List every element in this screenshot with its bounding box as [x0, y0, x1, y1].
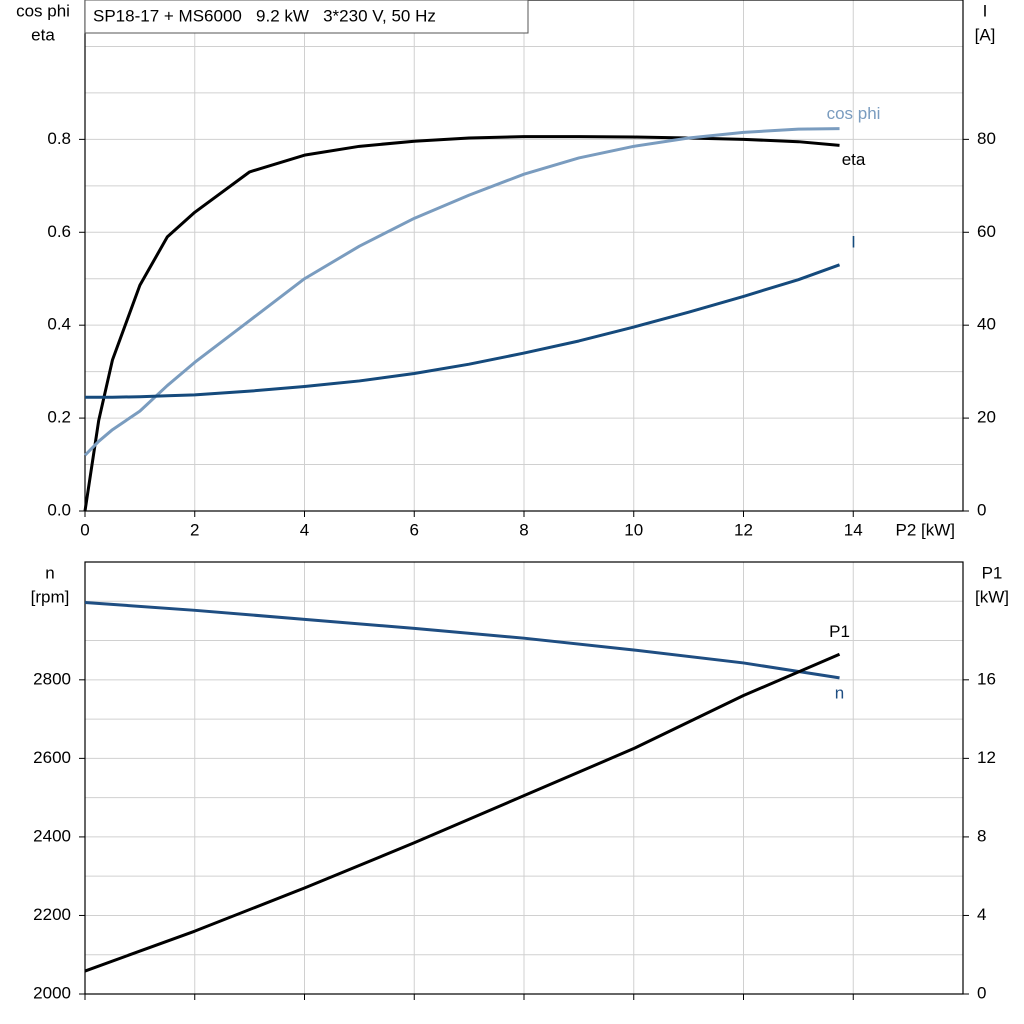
series-line — [84, 652, 841, 973]
y2-tick-label: 20 — [977, 408, 996, 427]
y-tick-label: 2000 — [33, 983, 71, 1002]
y2-tick-label: 8 — [977, 826, 986, 845]
x-tick-label: 12 — [734, 520, 753, 539]
y-tick-label: 0.8 — [47, 129, 71, 148]
series-line — [85, 263, 841, 399]
y-tick-label: 0.0 — [47, 500, 71, 519]
series-line — [83, 135, 840, 512]
y2-tick-label: 0 — [977, 983, 986, 1002]
y2-axis-label: [A] — [975, 25, 996, 44]
series-line — [83, 127, 840, 457]
y2-axis-label: P1 — [982, 563, 1003, 582]
x-tick-label: 4 — [300, 520, 309, 539]
series-label: P1 — [829, 622, 850, 641]
series-label: cos phi — [827, 104, 881, 123]
y2-tick-label: 80 — [977, 129, 996, 148]
y2-axis-label: [kW] — [975, 587, 1009, 606]
y2-tick-label: 40 — [977, 315, 996, 334]
series-line — [84, 600, 840, 680]
series-label: eta — [842, 150, 866, 169]
y-tick-label: 2800 — [33, 669, 71, 688]
y2-tick-label: 4 — [977, 905, 986, 924]
y2-tick-label: 16 — [977, 669, 996, 688]
y2-tick-label: 12 — [977, 748, 996, 767]
y-tick-label: 2600 — [33, 748, 71, 767]
series-label: n — [835, 683, 844, 702]
chart-title: SP18-17 + MS6000 9.2 kW 3*230 V, 50 Hz — [93, 6, 436, 25]
x-tick-label: 14 — [844, 520, 863, 539]
y-tick-label: 0.2 — [47, 408, 71, 427]
y-axis-label: eta — [31, 25, 55, 44]
y2-tick-label: 60 — [977, 222, 996, 241]
y-axis-label: [rpm] — [31, 587, 70, 606]
y-axis-label: cos phi — [16, 1, 70, 20]
x-tick-label: 8 — [519, 520, 528, 539]
y-tick-label: 2400 — [33, 826, 71, 845]
y-axis-label: n — [45, 563, 54, 582]
y2-tick-label: 0 — [977, 500, 986, 519]
x-axis-label: P2 [kW] — [895, 520, 955, 539]
y2-axis-label: I — [983, 1, 988, 20]
x-tick-label: 10 — [624, 520, 643, 539]
x-tick-label: 2 — [190, 520, 199, 539]
y-tick-label: 0.4 — [47, 315, 71, 334]
x-tick-label: 0 — [80, 520, 89, 539]
title-box — [84, 0, 529, 34]
y-tick-label: 2200 — [33, 905, 71, 924]
y-tick-label: 0.6 — [47, 222, 71, 241]
x-tick-label: 6 — [410, 520, 419, 539]
series-label: I — [851, 232, 856, 251]
